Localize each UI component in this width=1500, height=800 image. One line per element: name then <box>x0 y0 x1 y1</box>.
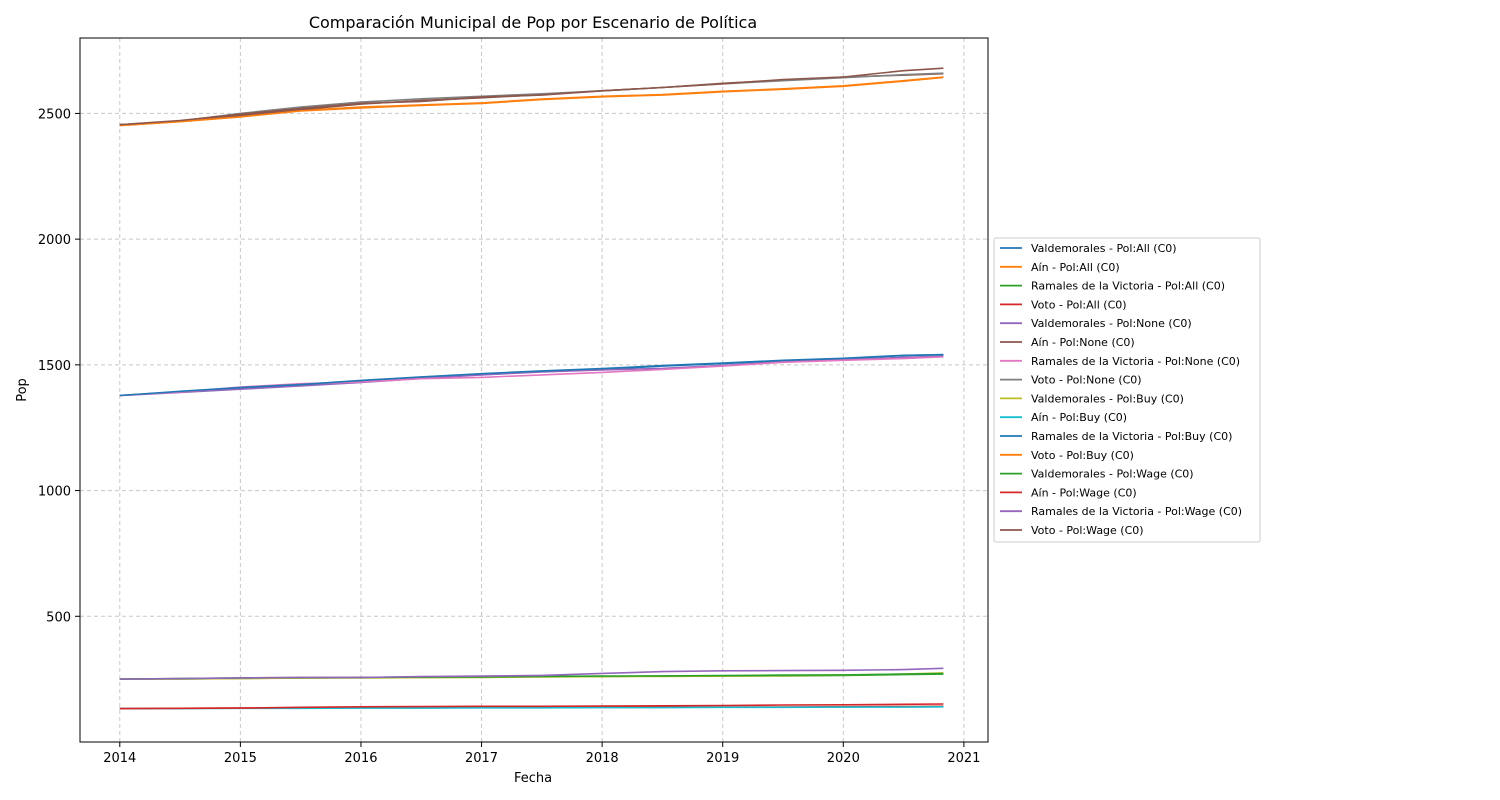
y-tick-label: 500 <box>46 610 71 625</box>
x-tick-label: 2019 <box>706 751 739 766</box>
legend-frame <box>993 237 1261 543</box>
legend-label-15: Voto - Pol:Wage (C0) <box>1031 524 1144 537</box>
plot-frame <box>79 37 989 743</box>
legend-label-9: Aín - Pol:Buy (C0) <box>1031 411 1127 424</box>
x-tick-label: 2020 <box>827 751 860 766</box>
legend-label-0: Valdemorales - Pol:All (C0) <box>1031 242 1177 255</box>
legend-label-12: Valdemorales - Pol:Wage (C0) <box>1031 468 1194 481</box>
legend-label-1: Aín - Pol:All (C0) <box>1031 261 1120 274</box>
series-line-10 <box>119 354 944 397</box>
x-tick-label: 2017 <box>465 751 498 766</box>
legend-label-7: Voto - Pol:None (C0) <box>1031 374 1142 387</box>
legend-label-10: Ramales de la Victoria - Pol:Buy (C0) <box>1031 430 1232 443</box>
y-tick-label: 1500 <box>38 359 71 374</box>
chart-title: Comparación Municipal de Pop por Escenar… <box>309 13 757 32</box>
legend-label-3: Voto - Pol:All (C0) <box>1031 298 1127 311</box>
series-line-13 <box>119 703 944 710</box>
x-tick-label: 2015 <box>224 751 257 766</box>
x-tick-label: 2018 <box>586 751 619 766</box>
x-axis-title: Fecha <box>514 771 552 786</box>
legend-label-5: Aín - Pol:None (C0) <box>1031 336 1135 349</box>
x-tick-label: 2014 <box>103 751 136 766</box>
series-lines <box>119 67 944 710</box>
y-tick-label: 2000 <box>38 233 71 248</box>
legend-label-13: Aín - Pol:Wage (C0) <box>1031 486 1137 499</box>
x-tick-label: 2016 <box>344 751 377 766</box>
series-line-11 <box>119 76 944 127</box>
y-axis-title: Pop <box>15 378 30 402</box>
y-tick-label: 1000 <box>38 485 71 500</box>
series-line-1 <box>119 76 944 127</box>
series-line-14 <box>119 667 944 680</box>
legend-label-11: Voto - Pol:Buy (C0) <box>1031 449 1134 462</box>
x-axis: 2014 2015 2016 2017 2018 2019 2020 2021 <box>103 742 980 766</box>
legend-label-14: Ramales de la Victoria - Pol:Wage (C0) <box>1031 505 1242 518</box>
series-line-7 <box>119 72 944 126</box>
legend: Valdemorales - Pol:All (C0) Aín - Pol:All… <box>993 237 1261 543</box>
legend-label-2: Ramales de la Victoria - Pol:All (C0) <box>1031 280 1225 293</box>
legend-label-8: Valdemorales - Pol:Buy (C0) <box>1031 392 1184 405</box>
legend-label-4: Valdemorales - Pol:None (C0) <box>1031 317 1192 330</box>
y-tick-label: 2500 <box>38 107 71 122</box>
legend-label-6: Ramales de la Victoria - Pol:None (C0) <box>1031 355 1240 368</box>
series-line-15 <box>119 67 944 126</box>
x-tick-label: 2021 <box>947 751 980 766</box>
y-axis: 500 1000 1500 2000 2500 <box>38 107 80 625</box>
